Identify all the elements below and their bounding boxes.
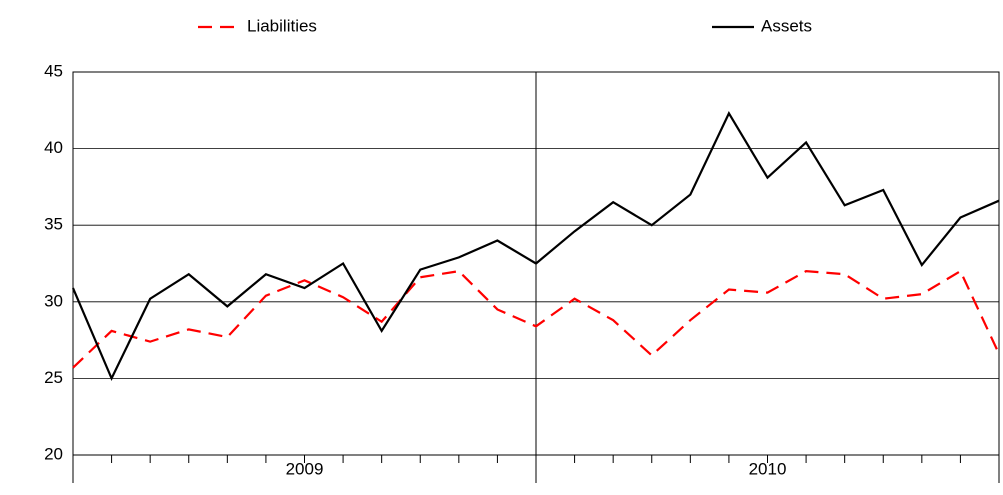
x-group-label: 2009 — [286, 459, 324, 478]
y-tick-label: 20 — [44, 444, 63, 463]
y-tick-label: 35 — [44, 215, 63, 234]
legend-label: Liabilities — [247, 16, 317, 35]
legend-label: Assets — [761, 16, 812, 35]
y-tick-label: 40 — [44, 138, 63, 157]
series-line — [71, 111, 1000, 382]
series-line — [72, 269, 1000, 369]
x-group-label: 2010 — [749, 459, 787, 478]
y-tick-label: 25 — [44, 368, 63, 387]
y-tick-label: 45 — [44, 61, 63, 80]
y-tick-label: 30 — [44, 291, 63, 310]
